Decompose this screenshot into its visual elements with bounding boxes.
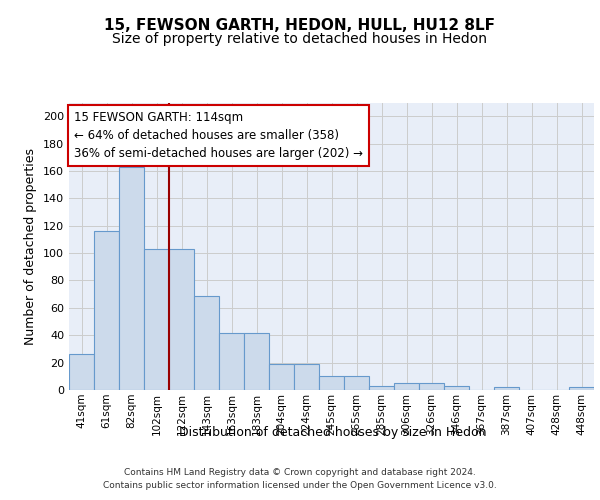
Bar [119,167,144,390]
Bar [394,383,419,390]
Bar [269,364,294,390]
Text: 15, FEWSON GARTH, HEDON, HULL, HU12 8LF: 15, FEWSON GARTH, HEDON, HULL, HU12 8LF [104,18,496,32]
Bar [169,249,194,390]
Bar [569,388,594,390]
Bar [344,376,369,390]
Bar [294,364,319,390]
Text: Size of property relative to detached houses in Hedon: Size of property relative to detached ho… [113,32,487,46]
Bar [494,388,519,390]
Bar [419,383,444,390]
Bar [69,354,94,390]
Bar [194,296,219,390]
Bar [369,386,394,390]
Bar [219,332,244,390]
Bar [244,332,269,390]
Y-axis label: Number of detached properties: Number of detached properties [25,148,37,345]
Bar [444,386,469,390]
Text: Contains public sector information licensed under the Open Government Licence v3: Contains public sector information licen… [103,480,497,490]
Bar [144,249,169,390]
Bar [319,376,344,390]
Bar [94,231,119,390]
Text: Distribution of detached houses by size in Hedon: Distribution of detached houses by size … [179,426,487,439]
Text: Contains HM Land Registry data © Crown copyright and database right 2024.: Contains HM Land Registry data © Crown c… [124,468,476,477]
Text: 15 FEWSON GARTH: 114sqm
← 64% of detached houses are smaller (358)
36% of semi-d: 15 FEWSON GARTH: 114sqm ← 64% of detache… [74,111,363,160]
